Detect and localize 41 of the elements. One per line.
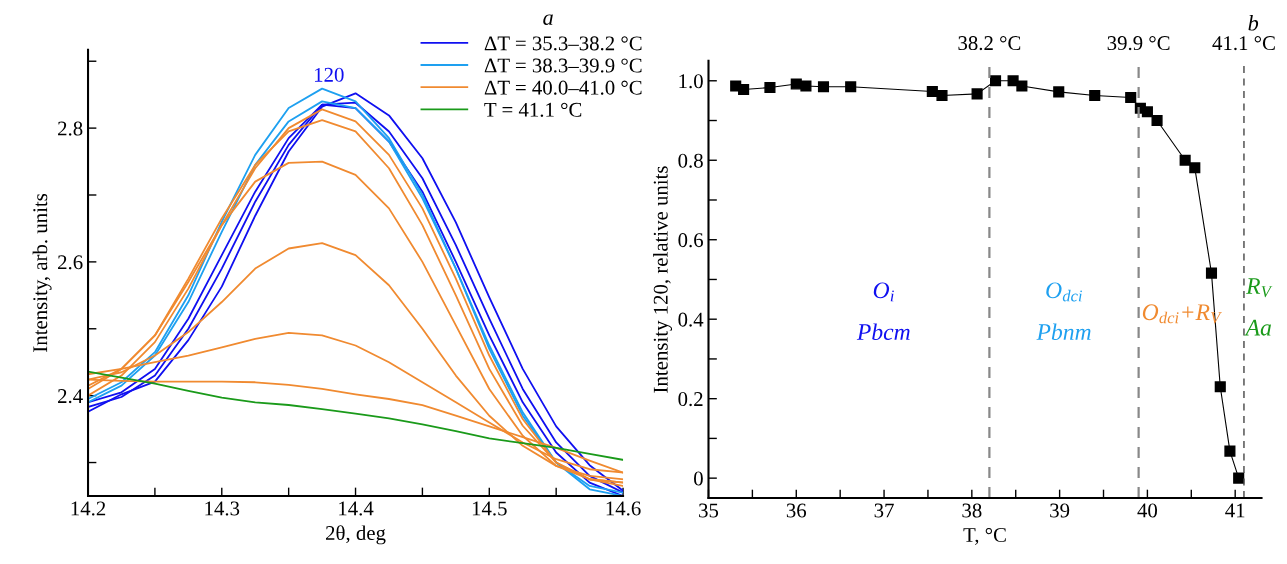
y-tick-label: 0.4 <box>678 312 704 327</box>
y-axis-title: Intensity 120, relative units <box>653 166 673 393</box>
x-tick-label: 36 <box>786 503 807 518</box>
legend-label: ΔT = 38.3–39.9 °C <box>484 58 642 73</box>
x-tick-label: 14.5 <box>472 501 507 516</box>
annotation: Pbnm <box>1036 323 1091 341</box>
x-tick-label: 38 <box>962 503 982 518</box>
x-tick-label: 35 <box>699 503 719 518</box>
x-axis-title: 2θ, deg <box>326 525 386 545</box>
y-tick-label: 2.6 <box>58 255 83 270</box>
ref-line-label: 39.9 °C <box>1107 36 1170 51</box>
y-tick-label: 1.0 <box>679 74 703 89</box>
x-tick-label: 14.2 <box>71 501 106 516</box>
x-tick-label: 39 <box>1050 503 1070 518</box>
y-tick-label: 0.2 <box>678 392 703 407</box>
annotation: Aa <box>1244 319 1271 336</box>
annotation: Pbcm <box>856 323 910 341</box>
legend-label: ΔT = 35.3–38.2 °C <box>484 36 642 51</box>
ref-line-label: 38.2 °C <box>958 36 1021 51</box>
annotation: O$_{dci}$ <box>1046 282 1083 302</box>
chart-title: b <box>1248 14 1259 31</box>
chart-title: a <box>543 14 553 26</box>
annotation: O$_{i}$ <box>873 282 894 302</box>
ref-line-label: 41.1 °C <box>1212 36 1275 51</box>
x-tick-label: 37 <box>874 503 894 518</box>
x-tick-label: 14.4 <box>339 501 374 516</box>
x-tick-label: 14.6 <box>606 501 641 516</box>
x-axis-title: T, °C <box>963 527 1006 545</box>
y-tick-label: 2.8 <box>58 121 83 136</box>
annotation: 120 <box>314 67 344 82</box>
x-tick-label: 41 <box>1225 503 1245 518</box>
x-tick-label: 40 <box>1137 503 1158 518</box>
y-tick-label: 0.8 <box>678 153 703 168</box>
y-tick-label: 0 <box>694 471 703 486</box>
x-tick-label: 14.3 <box>205 501 240 516</box>
legend-label: T = 41.1 °C <box>484 102 582 117</box>
y-tick-label: 2.4 <box>58 389 83 404</box>
y-tick-label: 0.6 <box>678 233 704 248</box>
annotation: R$_{V}$ <box>1245 278 1273 298</box>
y-axis-title: Intensity, arb. units <box>32 193 52 352</box>
legend-label: ΔT = 40.0–41.0 °C <box>484 80 642 95</box>
